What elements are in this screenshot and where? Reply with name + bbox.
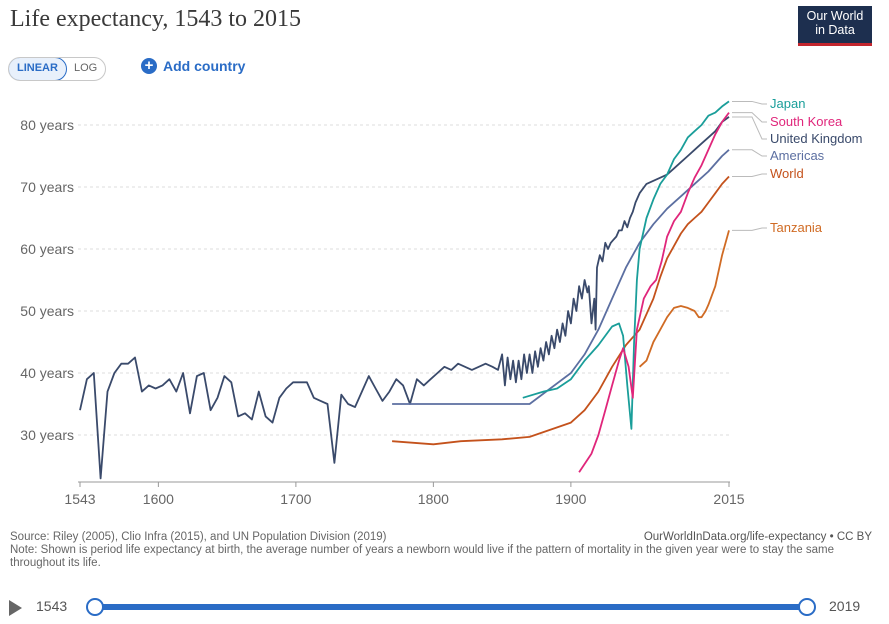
series-line-japan (522, 100, 730, 430)
timeline-end-handle[interactable] (798, 598, 816, 616)
chart-title: Life expectancy, 1543 to 2015 (10, 6, 302, 32)
legend-connector (732, 116, 767, 140)
timeline-track[interactable] (94, 604, 807, 610)
timeline-start: 1543 (36, 598, 68, 614)
legend-connector (732, 149, 767, 157)
legend-connector (732, 227, 767, 231)
y-tick-label: 80 years (20, 117, 74, 133)
y-tick-label: 50 years (20, 303, 74, 319)
legend-label: South Korea (770, 114, 843, 129)
series-line-south-korea (578, 112, 730, 473)
x-tick-label: 1900 (555, 491, 586, 507)
series-line-tanzania (638, 230, 730, 368)
x-tick-label: 1600 (143, 491, 174, 507)
scale-toggle: LINEAR LOG (8, 57, 107, 81)
grid (78, 124, 730, 436)
source-note: Source: Riley (2005), Clio Infra (2015),… (10, 531, 870, 570)
legend-label: Tanzania (770, 220, 823, 235)
series-line-americas (392, 149, 730, 405)
legend-label: Japan (770, 96, 805, 111)
source-text: Source: Riley (2005), Clio Infra (2015),… (10, 531, 387, 543)
note-text: Note: Shown is period life expectancy at… (10, 544, 834, 569)
legend-label: World (770, 166, 804, 181)
plus-icon: + (141, 58, 157, 74)
series-lines (79, 100, 730, 480)
timeline-start-handle[interactable] (86, 598, 104, 616)
linear-button[interactable]: LINEAR (9, 58, 67, 80)
add-country-label: Add country (163, 58, 246, 74)
logo-line2: in Data (815, 23, 855, 37)
x-tick-label: 1800 (418, 491, 449, 507)
legend-labels: United Kingdom Americas World Japan South Ko… (732, 96, 863, 235)
legend-label: Americas (770, 148, 825, 163)
y-tick-label: 70 years (20, 179, 74, 195)
y-tick-label: 30 years (20, 427, 74, 443)
x-tick-label: 1700 (280, 491, 311, 507)
y-tick-label: 40 years (20, 365, 74, 381)
logo-line1: Our World (806, 9, 864, 23)
x-tick-label: 1543 (64, 491, 95, 507)
timeline: 1543 2019 (0, 590, 889, 624)
series-line-united-kingdom (79, 116, 730, 480)
line-chart: 30 years 40 years 50 years 60 years 70 years… (20, 96, 863, 507)
legend-connector (732, 173, 767, 177)
y-tick-label: 60 years (20, 241, 74, 257)
play-icon[interactable] (9, 600, 22, 616)
legend-connector (732, 112, 767, 123)
legend-label: United Kingdom (770, 131, 863, 146)
source-url[interactable]: OurWorldInData.org/life-expectancy • CC … (643, 531, 872, 543)
y-axis: 30 years 40 years 50 years 60 years 70 years… (20, 117, 74, 443)
legend-connector (732, 100, 767, 105)
log-button[interactable]: LOG (73, 62, 98, 74)
timeline-end: 2019 (829, 598, 861, 614)
x-axis: 1543 1600 1700 1800 1900 2015 (64, 481, 745, 507)
x-tick-label: 2015 (713, 491, 744, 507)
owid-logo[interactable]: Our World in Data (798, 6, 872, 46)
series-line-world (392, 175, 730, 446)
add-country-button[interactable]: + Add country (141, 58, 245, 74)
